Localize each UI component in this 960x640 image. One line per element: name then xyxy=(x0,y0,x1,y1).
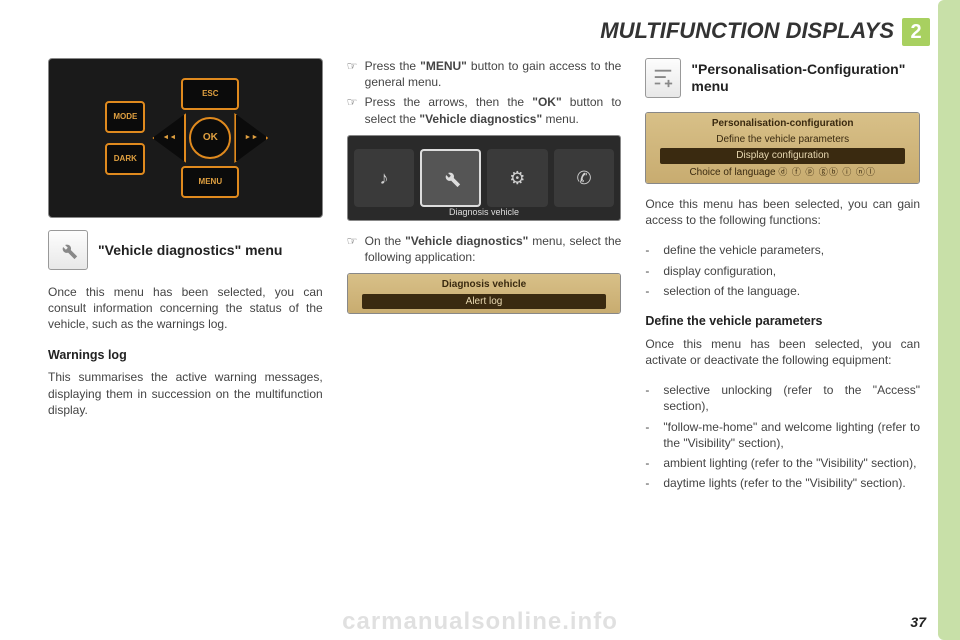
step-press-menu: ☞ Press the "MENU" button to gain access… xyxy=(347,58,622,90)
pointer-icon: ☞ xyxy=(347,94,365,126)
tile-sliders-icon: ⚙ xyxy=(487,149,548,207)
func-item-3: -selection of the language. xyxy=(645,283,920,299)
warnings-log-head: Warnings log xyxy=(48,347,323,364)
wrench-icon xyxy=(48,230,88,270)
screenshot-diagnosis-icons: ♪ ⚙ ✆ Diagnosis vehicle xyxy=(347,135,622,221)
ss2-row-alert: Alert log xyxy=(362,294,607,310)
ss2-title: Diagnosis vehicle xyxy=(348,277,621,293)
ss3-row2: Display configuration xyxy=(660,148,905,164)
ss3-title: Personalisation-configuration xyxy=(646,116,919,132)
step-press-ok: ☞ Press the arrows, then the "OK" button… xyxy=(347,94,622,126)
ss1-caption: Diagnosis vehicle xyxy=(348,206,621,218)
personalisation-title: "Personalisation-Configuration" menu xyxy=(691,61,920,95)
step2-text: Press the arrows, then the "OK" button t… xyxy=(365,94,622,126)
pointer-icon: ☞ xyxy=(347,233,365,265)
chapter-sidebar xyxy=(938,0,960,640)
step3-text: On the "Vehicle diagnostics" menu, selec… xyxy=(365,233,622,265)
screenshot-personalisation: Personalisation-configuration Define the… xyxy=(645,112,920,184)
ss3-row3: Choice of language ⓓ ⓕ ⓟ ⓖⓑ ⓘ ⓝⓛ xyxy=(646,165,919,181)
define-params-head: Define the vehicle parameters xyxy=(645,313,920,330)
sliders-icon xyxy=(645,58,681,98)
personalisation-intro: Once this menu has been selected, you ca… xyxy=(645,196,920,228)
tile-audio-icon: ♪ xyxy=(354,149,415,207)
diagnostics-intro: Once this menu has been selected, you ca… xyxy=(48,284,323,333)
equip-item-4: -daytime lights (refer to the "Visibilit… xyxy=(645,475,920,491)
mode-button-photo: MODE xyxy=(105,101,145,133)
right-arrow-photo: ►► xyxy=(234,113,268,163)
func-item-2: -display configuration, xyxy=(645,263,920,279)
dark-button-photo: DARK xyxy=(105,143,145,175)
ss3-row1: Define the vehicle parameters xyxy=(646,132,919,148)
page-header: MULTIFUNCTION DISPLAYS 2 xyxy=(0,18,936,46)
column-2: ☞ Press the "MENU" button to gain access… xyxy=(347,58,622,610)
section-head-diagnostics: "Vehicle diagnostics" menu xyxy=(48,230,323,270)
esc-button-photo: ESC xyxy=(181,78,239,110)
tile-phone-icon: ✆ xyxy=(554,149,615,207)
equip-item-1: -selective unlocking (refer to the "Acce… xyxy=(645,382,920,414)
column-1: MODE DARK ESC ◄◄ OK ►► MENU "Vehicle d xyxy=(48,58,323,610)
pointer-icon: ☞ xyxy=(347,58,365,90)
chapter-badge: 2 xyxy=(902,18,930,46)
func-item-1: -define the vehicle parameters, xyxy=(645,242,920,258)
tile-wrench-icon xyxy=(420,149,481,207)
content-columns: MODE DARK ESC ◄◄ OK ►► MENU "Vehicle d xyxy=(48,58,920,610)
equip-item-3: -ambient lighting (refer to the "Visibil… xyxy=(645,455,920,471)
step1-text: Press the "MENU" button to gain access t… xyxy=(365,58,622,90)
equip-item-2: -"follow-me-home" and welcome lighting (… xyxy=(645,419,920,451)
section-head-personalisation: "Personalisation-Configuration" menu xyxy=(645,58,920,98)
ok-button-photo: OK xyxy=(189,117,231,159)
watermark: carmanualsonline.info xyxy=(0,608,960,636)
define-params-text: Once this menu has been selected, you ca… xyxy=(645,336,920,368)
control-panel-photo: MODE DARK ESC ◄◄ OK ►► MENU xyxy=(48,58,323,218)
header-title: MULTIFUNCTION DISPLAYS xyxy=(600,18,894,44)
menu-button-photo: MENU xyxy=(181,166,239,198)
step-select-app: ☞ On the "Vehicle diagnostics" menu, sel… xyxy=(347,233,622,265)
diagnostics-title: "Vehicle diagnostics" menu xyxy=(98,242,282,259)
warnings-log-text: This summarises the active warning messa… xyxy=(48,369,323,418)
screenshot-alert-log: Diagnosis vehicle Alert log xyxy=(347,273,622,314)
left-arrow-photo: ◄◄ xyxy=(152,113,186,163)
column-3: "Personalisation-Configuration" menu Per… xyxy=(645,58,920,610)
